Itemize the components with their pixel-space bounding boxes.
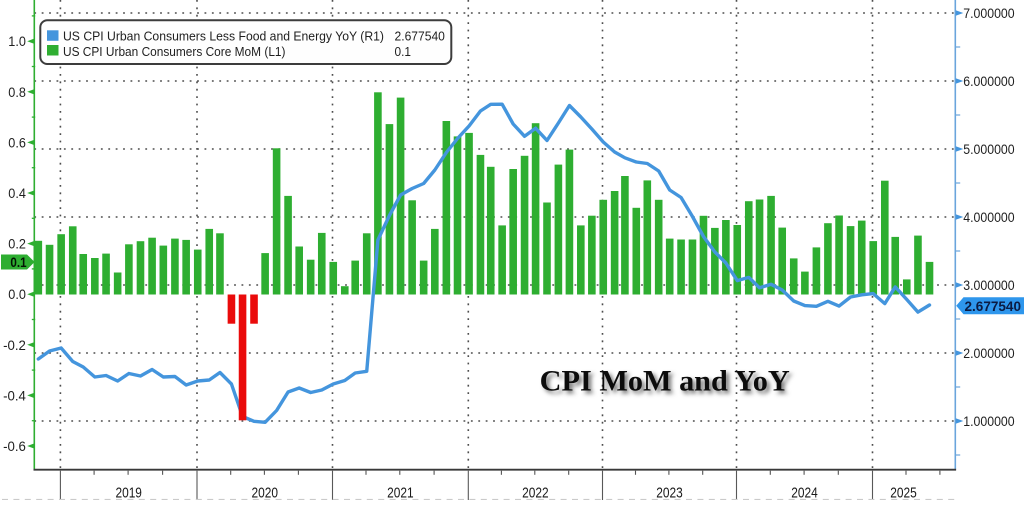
- svg-text:0.8: 0.8: [8, 84, 26, 100]
- svg-text:0.1: 0.1: [395, 45, 412, 59]
- svg-text:2025: 2025: [890, 485, 917, 501]
- svg-text:0.1: 0.1: [10, 254, 26, 270]
- svg-text:2.000000: 2.000000: [963, 346, 1014, 361]
- svg-text:US CPI Urban Consumers Core Mo: US CPI Urban Consumers Core MoM (L1): [63, 45, 286, 59]
- svg-text:CPI MoM and YoY: CPI MoM and YoY: [540, 365, 790, 398]
- svg-text:7.000000: 7.000000: [963, 6, 1014, 21]
- svg-text:0.2: 0.2: [8, 236, 26, 252]
- svg-text:-0.2: -0.2: [3, 337, 26, 353]
- svg-text:2.677540: 2.677540: [395, 30, 445, 44]
- svg-text:6.000000: 6.000000: [963, 74, 1014, 89]
- svg-text:2023: 2023: [656, 485, 683, 501]
- svg-text:2022: 2022: [522, 485, 549, 501]
- svg-text:0.4: 0.4: [8, 185, 26, 201]
- svg-text:-0.6: -0.6: [3, 438, 26, 454]
- svg-text:2019: 2019: [115, 485, 142, 501]
- svg-text:0.6: 0.6: [8, 134, 26, 150]
- svg-text:-0.4: -0.4: [3, 387, 26, 403]
- svg-text:US CPI Urban Consumers Less Fo: US CPI Urban Consumers Less Food and Ene…: [63, 30, 384, 44]
- svg-text:2020: 2020: [252, 485, 279, 501]
- svg-text:2024: 2024: [791, 485, 818, 501]
- svg-text:2021: 2021: [387, 485, 414, 501]
- svg-text:1.0: 1.0: [8, 33, 26, 49]
- svg-text:3.000000: 3.000000: [963, 278, 1014, 293]
- svg-text:4.000000: 4.000000: [963, 210, 1014, 225]
- svg-text:0.0: 0.0: [8, 286, 26, 302]
- svg-text:1.000000: 1.000000: [963, 414, 1014, 429]
- svg-text:5.000000: 5.000000: [963, 142, 1014, 157]
- svg-text:2.677540: 2.677540: [965, 299, 1022, 314]
